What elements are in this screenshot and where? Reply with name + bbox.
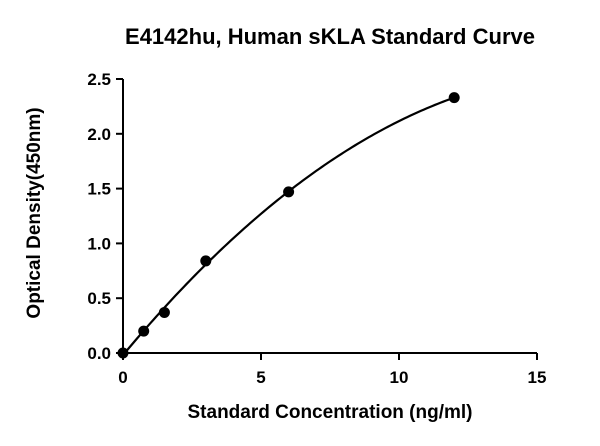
data-point xyxy=(138,325,150,337)
y-axis-label: Optical Density(450nm) xyxy=(24,107,45,318)
x-tick-label: 15 xyxy=(528,368,547,387)
x-tick-label: 5 xyxy=(256,368,265,387)
data-point xyxy=(200,255,212,267)
x-axis-label: Standard Concentration (ng/ml) xyxy=(188,402,473,423)
y-tick-label: 1.5 xyxy=(87,180,111,199)
chart-title: E4142hu, Human sKLA Standard Curve xyxy=(125,24,535,49)
data-point xyxy=(158,306,170,318)
y-tick-label: 0.0 xyxy=(87,344,111,363)
x-tick-label: 0 xyxy=(118,368,127,387)
data-point xyxy=(283,186,295,198)
data-point xyxy=(448,92,460,104)
y-tick-label: 1.0 xyxy=(87,234,111,253)
y-tick-label: 2.5 xyxy=(87,70,111,89)
plot-area: 0.0 0.5 1.0 1.5 2.0 2.5 0 5 10 15 xyxy=(87,70,546,387)
fitted-curve xyxy=(122,96,455,356)
x-tick-label: 10 xyxy=(390,368,409,387)
y-tick-label: 2.0 xyxy=(87,125,111,144)
data-point xyxy=(117,347,129,359)
y-tick-label: 0.5 xyxy=(87,289,111,308)
